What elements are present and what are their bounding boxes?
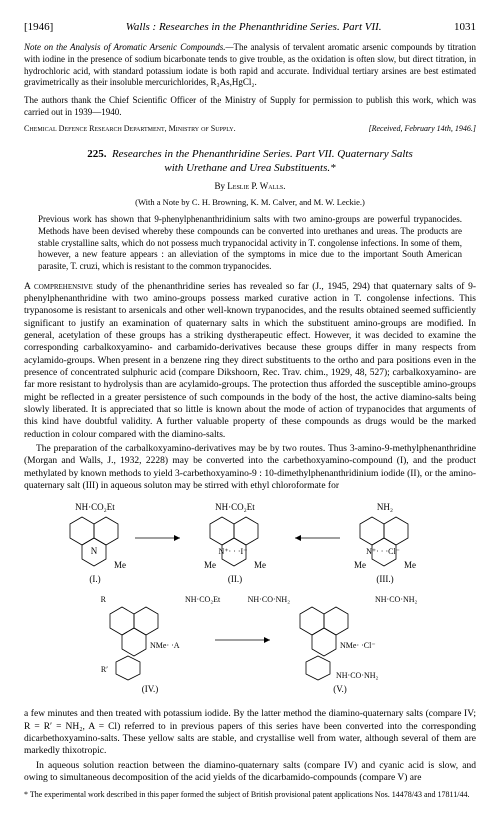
svg-text:NH·CO₂Et: NH·CO₂Et <box>215 502 255 512</box>
svg-text:R: R <box>101 595 107 604</box>
analysis-note: Note on the Analysis of Aromatic Arsenic… <box>24 42 476 89</box>
structure-diagram: NH·CO₂Et N Me (I.) NH·CO₂Et N⁺· · ·I⁻ Me… <box>24 500 476 700</box>
svg-text:(V.): (V.) <box>333 684 347 694</box>
article-number: 225. <box>87 148 106 160</box>
svg-text:(IV.): (IV.) <box>142 684 159 694</box>
svg-text:NMe· ·A: NMe· ·A <box>150 641 180 650</box>
body-paragraph-4: In aqueous solution reaction between the… <box>24 760 476 785</box>
svg-text:N⁺· · ·Cl⁻: N⁺· · ·Cl⁻ <box>366 547 400 556</box>
footnote: * The experimental work described in thi… <box>24 790 476 800</box>
svg-text:Me: Me <box>114 560 126 570</box>
abstract: Previous work has shown that 9-phenylphe… <box>38 214 462 272</box>
affiliation-line: Chemical Defence Research Department, Mi… <box>24 124 476 134</box>
svg-text:(III.): (III.) <box>376 574 393 584</box>
body-paragraph-2: The preparation of the carbalkoxyamino-d… <box>24 443 476 492</box>
svg-text:N⁺· · ·I⁻: N⁺· · ·I⁻ <box>219 547 248 556</box>
body-paragraph-3: a few minutes and then treated with pota… <box>24 708 476 757</box>
running-header: [1946] Walls : Researches in the Phenant… <box>24 20 476 34</box>
received-date: [Received, February 14th, 1946.] <box>368 124 476 134</box>
svg-text:NH·CO·NH₂: NH·CO·NH₂ <box>248 595 291 604</box>
title-line-1: Researches in the Phenanthridine Series.… <box>112 148 413 160</box>
body-paragraph-1: A comprehensive study of the phenanthrid… <box>24 281 476 441</box>
para1-rest: study of the phenanthridine series has r… <box>24 282 476 440</box>
note-label: Note on the Analysis of Aromatic Arsenic… <box>24 42 233 52</box>
svg-text:(I.): (I.) <box>89 574 100 584</box>
author-line: By Leslie P. Walls. <box>24 181 476 193</box>
affiliation-left: Chemical Defence Research Department, Mi… <box>24 124 236 134</box>
para1-lead: A comprehensive <box>24 282 93 292</box>
svg-text:Me: Me <box>204 560 216 570</box>
article-title: 225. Researches in the Phenanthridine Se… <box>24 147 476 176</box>
header-page: 1031 <box>454 20 476 34</box>
svg-text:N: N <box>91 546 98 556</box>
header-year: [1946] <box>24 20 53 34</box>
svg-text:(II.): (II.) <box>228 574 242 584</box>
svg-text:NH·CO·NH₂: NH·CO·NH₂ <box>336 671 379 680</box>
svg-text:Me: Me <box>254 560 266 570</box>
svg-text:Me: Me <box>354 560 366 570</box>
title-line-2: with Urethane and Urea Substituents.* <box>164 162 335 174</box>
svg-text:NH·CO₂Et: NH·CO₂Et <box>185 595 221 604</box>
svg-text:R′: R′ <box>101 665 108 674</box>
svg-text:NMe· ·Cl⁻: NMe· ·Cl⁻ <box>340 641 376 650</box>
svg-text:NH₂: NH₂ <box>377 502 393 512</box>
acknowledgement: The authors thank the Chief Scientific O… <box>24 95 476 118</box>
svg-text:NH·CO₂Et: NH·CO₂Et <box>75 502 115 512</box>
coauthor-line: (With a Note by C. H. Browning, K. M. Ca… <box>24 197 476 208</box>
header-running-title: Walls : Researches in the Phenanthridine… <box>126 20 382 34</box>
svg-text:Me: Me <box>404 560 416 570</box>
svg-text:NH·CO·NH₂: NH·CO·NH₂ <box>375 595 418 604</box>
